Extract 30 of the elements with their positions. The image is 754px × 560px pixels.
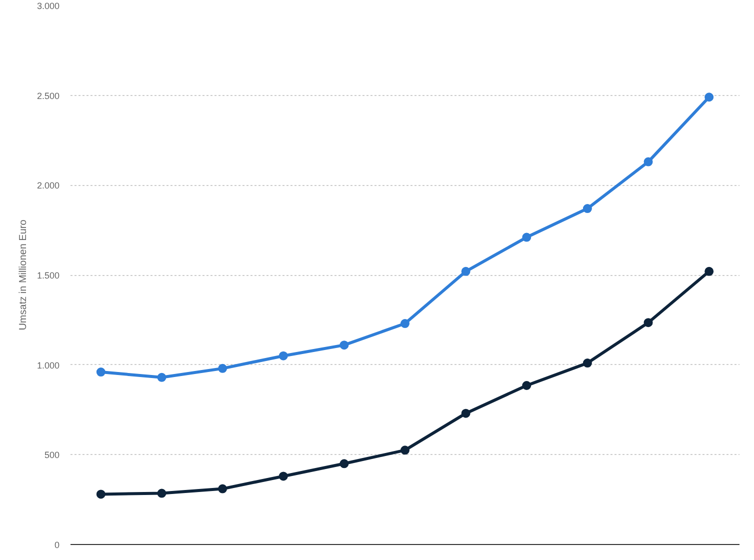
y-axis-title: Umsatz in Millionen Euro <box>18 219 29 330</box>
point <box>461 408 470 418</box>
y-tick-label: 2.000 <box>36 180 60 191</box>
y-tick-label: 0 <box>54 540 60 550</box>
point <box>582 204 592 214</box>
point <box>278 351 288 360</box>
point <box>704 266 714 276</box>
point <box>644 318 653 328</box>
point <box>400 319 410 328</box>
point <box>644 157 653 166</box>
y-tick-label: 1.000 <box>36 360 60 370</box>
point <box>218 364 228 373</box>
point <box>157 372 166 382</box>
y-tick-label: 1.500 <box>36 270 60 280</box>
point <box>522 381 532 390</box>
point <box>340 459 349 468</box>
y-tick-label: 3.000 <box>36 1 60 11</box>
point <box>340 340 349 350</box>
point <box>278 472 288 481</box>
point <box>157 488 166 498</box>
point <box>461 266 470 276</box>
point <box>400 446 410 455</box>
point <box>96 368 106 377</box>
point <box>582 358 592 368</box>
point <box>522 232 532 242</box>
y-tick-label: 500 <box>44 450 60 460</box>
point <box>218 484 228 494</box>
point <box>96 490 106 499</box>
y-tick-label: 2.500 <box>36 90 60 101</box>
point <box>704 92 714 102</box>
